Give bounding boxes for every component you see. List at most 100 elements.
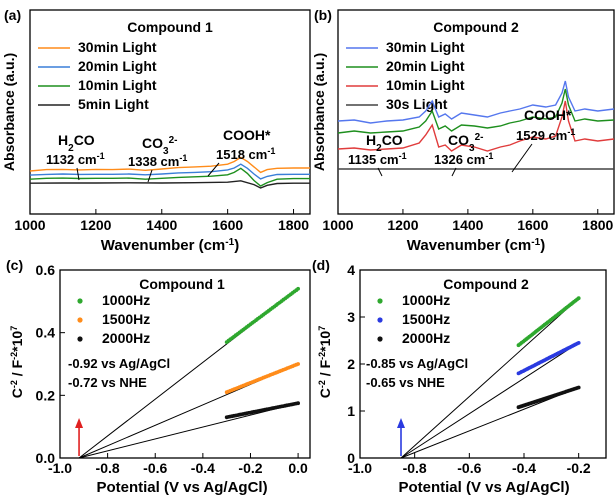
panel-d-point-1500hz — [576, 341, 581, 345]
panel-d-fit-line-1000hz — [400, 297, 580, 459]
panel-d-xtick-label: -0.4 — [512, 460, 536, 476]
panel-d-ticks: -1.0 -0.8 -0.6 -0.4 -0.2 0 1 2 3 4 — [347, 262, 591, 476]
panel-c-intercept-arrowhead — [75, 418, 84, 428]
panel-a-annot-label-cooh: COOH* — [223, 127, 271, 143]
panel-d-legend-label-1000hz: 1000Hz — [402, 292, 450, 308]
panel-c-mott-schottky-compound-1: (c) Compound 1 -1.0 -0.8 -0.6 -0.4 -0.2 0.0 0.… — [6, 257, 311, 496]
panel-b-legend-label-10min-light: 10min Light — [386, 77, 465, 93]
panel-b-annot-value-co3: 1326 cm-1 — [434, 151, 493, 167]
panel-a-legend-label-20min-light: 20min Light — [78, 58, 157, 74]
panel-a-series-line-5min-light — [29, 180, 310, 189]
panel-b-title: Compound 2 — [433, 19, 519, 35]
panel-a-ir-compound-1: (a) Compound 1 30min Light 20min Light 10m… — [1, 7, 311, 255]
panel-c-legend-marker-2000hz — [77, 336, 83, 342]
panel-b-annot-value-cooh: 1529 cm-1 — [516, 127, 575, 143]
panel-a-annot-value-cooh: 1518 cm-1 — [216, 146, 275, 162]
panel-d-ytick-label: 1 — [347, 403, 355, 419]
panel-a-annot-value-co3: 1338 cm-1 — [128, 153, 187, 169]
panel-d-series — [397, 296, 581, 459]
panel-b-legend: 30min Light 20min Light 10min Light 30s Lig… — [346, 39, 465, 112]
panel-a-ylabel: Absorbance (a.u.) — [1, 53, 17, 171]
panel-a-legend: 30min Light 20min Light 10min Light 5min Li… — [38, 39, 157, 112]
panel-b-annot-arrow-cooh — [511, 143, 533, 173]
panel-c-point-1500hz — [296, 362, 300, 366]
panel-c-point-1000hz — [296, 286, 300, 291]
panel-c-legend-label-1500hz: 1500Hz — [102, 311, 150, 327]
panel-c-ylabel: C-2 / F-2*107 — [9, 326, 25, 398]
panel-c-xtick-label: -0.2 — [238, 460, 262, 476]
panel-c-intercept-agagcl: -0.92 vs Ag/AgCl — [68, 356, 170, 371]
panel-c-legend-label-2000hz: 2000Hz — [102, 330, 150, 346]
panel-a-xtick-label: 1800 — [278, 217, 309, 233]
panel-d-xtick-label: -0.2 — [567, 460, 591, 476]
panel-d-legend-marker-1000hz — [377, 298, 383, 304]
panel-b-xlabel: Wavenumber (cm-1) — [407, 237, 545, 255]
panel-d-ylabel: C-2 / F-2*107 — [317, 326, 333, 398]
panel-d-xtick-label: -1.0 — [348, 460, 372, 476]
panel-d-tag: (d) — [312, 257, 330, 273]
panel-a-xlabel: Wavenumber (cm-1) — [101, 237, 239, 255]
panel-b-annotation-cooh: COOH* 1529 cm-1 — [511, 107, 575, 173]
panel-a-series — [29, 156, 310, 189]
panel-c-series — [75, 286, 300, 459]
panel-a-series-line-30min-light — [29, 156, 310, 174]
panel-a-xtick-label: 1000 — [14, 217, 45, 233]
panel-b-xtick-label: 1000 — [322, 217, 353, 233]
panel-a-annotation-h2co: H2CO 1132 cm-1 — [46, 132, 105, 181]
panel-b-series — [337, 80, 615, 170]
panel-c-title: Compound 1 — [139, 276, 225, 292]
panel-a-legend-label-10min-light: 10min Light — [78, 77, 157, 93]
panel-d-ytick-label: 4 — [347, 262, 355, 278]
panel-a-frame — [29, 9, 311, 215]
panel-a-title: Compound 1 — [127, 19, 213, 35]
panel-c-legend-marker-1000hz — [77, 298, 83, 304]
panel-a-tag: (a) — [4, 7, 21, 23]
panel-b-xtick-label: 1400 — [452, 217, 483, 233]
panel-d-title: Compound 2 — [443, 276, 529, 292]
panel-c-tag: (c) — [6, 257, 23, 273]
panel-c-xtick-label: -0.4 — [191, 460, 215, 476]
panel-b-annot-arrow-h2co — [377, 167, 383, 177]
panel-b-xtick-label: 1800 — [582, 217, 613, 233]
panel-a-series-line-10min-light — [29, 167, 310, 187]
panel-b-tag: (b) — [314, 7, 332, 23]
panel-d-ytick-label: 0 — [347, 450, 355, 466]
panel-b-series-line-30min-light — [337, 80, 615, 124]
panel-d-fit-line-1500hz — [400, 342, 579, 459]
panel-c-fit-line-2000hz — [78, 402, 299, 459]
panel-d-ytick-label: 2 — [347, 356, 355, 372]
panel-d-xtick-label: -0.6 — [457, 460, 481, 476]
panel-a-series-line-20min-light — [29, 163, 310, 180]
panel-d-point-1000hz — [576, 296, 581, 301]
panel-d-fit-line-2000hz — [400, 387, 579, 459]
panel-a-annot-label-h2co: H2CO — [58, 132, 95, 154]
panel-b-x-ticks: 1000 1200 1400 1600 1800 — [322, 209, 614, 233]
panel-c-intercept-nhe: -0.72 vs NHE — [68, 375, 147, 390]
panel-a-annot-arrow-cooh — [207, 162, 220, 177]
panel-b-annot-label-cooh: COOH* — [524, 107, 572, 123]
panel-d-intercept-agagcl: -0.85 vs Ag/AgCl — [366, 356, 468, 371]
panel-d-point-2000hz — [576, 385, 581, 390]
panel-b-frame — [337, 9, 615, 215]
panel-c-xtick-label: -0.8 — [96, 460, 120, 476]
panel-c-ytick-label: 0.4 — [36, 325, 56, 341]
panel-c-ytick-label: 0.2 — [36, 387, 56, 403]
panel-c-legend-label-1000hz: 1000Hz — [102, 292, 150, 308]
panel-b-ylabel: Absorbance (a.u.) — [311, 53, 327, 171]
panel-b-legend-label-30min-light: 30min Light — [386, 39, 465, 55]
panel-d-legend-marker-1500hz — [377, 317, 383, 323]
panel-c-ticks: -1.0 -0.8 -0.6 -0.4 -0.2 0.0 0.0 0.2 0.4 0.6 — [36, 262, 309, 476]
panel-b-ir-compound-2: (b) Compound 2 30min Light 20min Light 10m… — [311, 7, 615, 255]
panel-a-xtick-label: 1400 — [146, 217, 177, 233]
panel-a-xtick-label: 1600 — [212, 217, 243, 233]
panel-c-xtick-label: 0.0 — [288, 460, 308, 476]
panel-a-x-ticks: 1000 1200 1400 1600 1800 — [14, 209, 309, 233]
panel-a-xtick-label: 1200 — [80, 217, 111, 233]
panel-b-series-line-10min-light — [337, 100, 615, 152]
panel-b-xtick-label: 1200 — [387, 217, 418, 233]
panel-c-ytick-label: 0.6 — [36, 262, 56, 278]
panel-a-legend-label-5min-light: 5min Light — [78, 96, 149, 112]
panel-d-ytick-label: 3 — [347, 309, 355, 325]
panel-b-legend-label-20min-light: 20min Light — [386, 58, 465, 74]
